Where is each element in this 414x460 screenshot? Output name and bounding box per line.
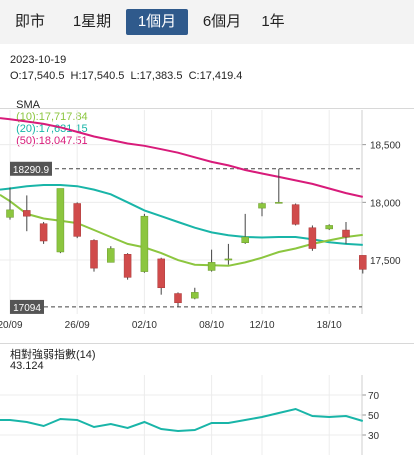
candle bbox=[275, 168, 283, 204]
candle bbox=[191, 287, 199, 300]
candle-body bbox=[191, 292, 199, 299]
candle-body bbox=[73, 203, 81, 237]
candle-body bbox=[140, 215, 149, 272]
candle-body bbox=[90, 240, 98, 269]
price-chart[interactable]: 20/09 26/09 02/10 08/10 12/10 18/10 17,500 18,0… bbox=[0, 110, 414, 342]
tab-intraday[interactable]: 即市 bbox=[14, 13, 45, 30]
candle-body bbox=[359, 255, 367, 270]
ohlc-values: O:17,540.5 H:17,540.5 L:17,383.5 C:17,41… bbox=[10, 70, 243, 82]
divider bbox=[0, 343, 414, 344]
candle-body bbox=[39, 223, 48, 242]
x-tick-label: 12/10 bbox=[249, 320, 274, 331]
rsi-line bbox=[0, 407, 364, 433]
sma20-value: (20):17,631.15 bbox=[16, 123, 88, 135]
candle-body bbox=[342, 229, 350, 238]
tab-1-month[interactable]: 1個月 bbox=[126, 9, 188, 35]
candle bbox=[90, 239, 98, 272]
candle bbox=[342, 221, 350, 244]
candle bbox=[258, 202, 266, 217]
candle-body bbox=[241, 236, 249, 243]
min-label: 17094 bbox=[13, 303, 41, 314]
rsi-latest: 43.124 bbox=[10, 360, 44, 372]
tab-1-year[interactable]: 1年 bbox=[261, 13, 285, 30]
candle bbox=[325, 224, 333, 231]
rsi-y-tick-label: 30 bbox=[368, 431, 380, 442]
candle bbox=[207, 249, 216, 272]
rsi-y-tick-label: 50 bbox=[368, 411, 380, 422]
candle-body bbox=[174, 293, 182, 304]
candle-body bbox=[107, 248, 115, 263]
quote-date: 2023-10-19 bbox=[10, 54, 67, 66]
divider bbox=[0, 108, 414, 109]
rsi-y-tick-label: 70 bbox=[368, 391, 380, 402]
candle bbox=[359, 255, 367, 274]
x-tick-label: 08/10 bbox=[199, 320, 224, 331]
candle bbox=[107, 246, 115, 263]
sma10-value: (10):17,717.84 bbox=[16, 111, 88, 123]
candle bbox=[140, 213, 149, 273]
candle bbox=[241, 213, 249, 244]
sma50-value: (50):18,047.51 bbox=[16, 135, 88, 147]
sma50-line bbox=[0, 117, 364, 198]
x-tick-label: 02/10 bbox=[132, 320, 157, 331]
candle-body bbox=[56, 188, 65, 253]
x-tick-label: 26/09 bbox=[65, 320, 90, 331]
sma-legend: SMA (10):17,717.84 (20):17,631.15 (50):1… bbox=[10, 87, 88, 147]
y-tick-label: 18,500 bbox=[370, 141, 401, 152]
max-label-box bbox=[10, 161, 52, 176]
candle bbox=[224, 243, 233, 265]
candle bbox=[23, 195, 31, 232]
rsi-title: 相對強弱指數(14) bbox=[10, 346, 96, 362]
candle bbox=[6, 187, 14, 220]
candle-body bbox=[6, 209, 14, 218]
tab-1-week[interactable]: 1星期 bbox=[72, 13, 112, 30]
candle bbox=[157, 257, 165, 295]
candle-body bbox=[258, 203, 266, 209]
tab-6-months[interactable]: 6個月 bbox=[202, 13, 242, 30]
candle-body bbox=[275, 202, 283, 204]
y-tick-label: 18,000 bbox=[370, 198, 401, 209]
min-label-box bbox=[10, 299, 44, 314]
candle-body bbox=[23, 210, 31, 217]
timeframe-tabs: 即市 1星期 1個月 6個月 1年 bbox=[0, 0, 414, 44]
candle-body bbox=[224, 258, 233, 261]
candle bbox=[174, 292, 182, 307]
candle bbox=[73, 202, 81, 239]
rsi-period: (14) bbox=[76, 349, 96, 361]
max-label: 18290.9 bbox=[13, 165, 50, 176]
candle-body bbox=[207, 262, 216, 271]
candle-body bbox=[291, 204, 300, 225]
candle bbox=[56, 188, 65, 254]
candle bbox=[291, 203, 300, 226]
candle-body bbox=[308, 227, 317, 249]
candle-body bbox=[157, 258, 165, 289]
candle bbox=[39, 221, 48, 244]
rsi-chart[interactable]: 30 50 70 bbox=[0, 375, 414, 455]
x-tick-label: 20/09 bbox=[0, 320, 23, 331]
rsi-name: 相對強弱指數 bbox=[10, 349, 76, 361]
sma10-line bbox=[0, 193, 363, 267]
candle-body bbox=[123, 254, 132, 278]
candle bbox=[308, 225, 317, 251]
candle-body bbox=[325, 225, 333, 230]
x-tick-label: 18/10 bbox=[317, 320, 342, 331]
y-tick-label: 17,500 bbox=[370, 256, 401, 267]
sma20-line bbox=[0, 184, 363, 246]
candle bbox=[123, 253, 132, 280]
